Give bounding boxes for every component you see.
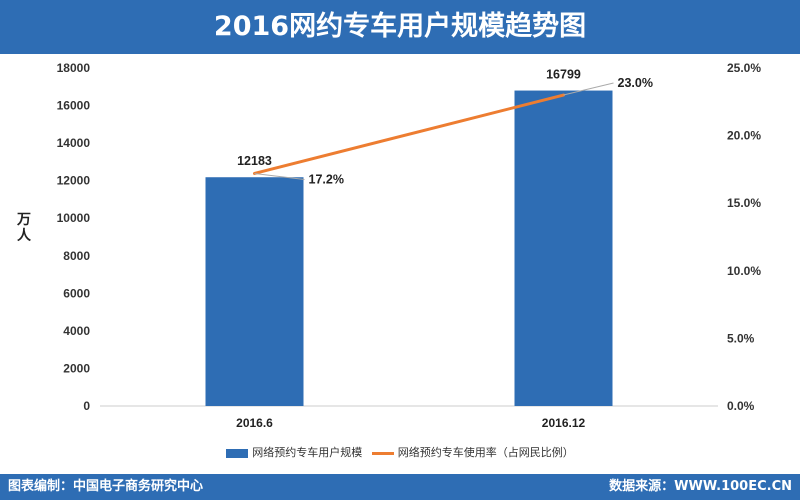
y-tick-label: 18000 [57,61,91,75]
y-tick-label: 0 [83,399,90,413]
y-tick-label: 8000 [63,249,90,263]
bar-data-label: 16799 [546,68,581,82]
bar [205,177,304,406]
legend-label-line: 网络预约专车使用率（占网民比例） [397,446,574,459]
legend-item-bar: 网络预约专车用户规模 [226,444,362,460]
y2-tick-label: 5.0% [727,331,755,345]
y-tick-label: 4000 [63,324,90,338]
y2-tick-label: 15.0% [727,196,761,210]
chart-area: 0 2000 4000 6000 8000 10000 12000 14000 16000 180… [57,61,762,430]
bar-data-label: 12183 [237,154,272,168]
line-series [253,93,565,175]
footer-source: 数据来源：WWW.100EC.CN [609,479,792,494]
footer-credit: 图表编制：中国电子商务研究中心 [8,479,204,494]
y2-tick-label: 25.0% [727,61,761,75]
legend-swatch-bar [226,448,249,458]
line-data-label: 23.0% [618,76,653,90]
chart-title: 2016网约专车用户规模趋势图 [213,11,587,42]
y-tick-label: 14000 [57,136,91,150]
y2-tick-label: 20.0% [727,129,761,143]
header-bar: 2016网约专车用户规模趋势图 [0,0,800,54]
y-axis-label: 万人 [17,212,31,244]
y2-tick-label: 10.0% [727,264,761,278]
y2-tick-label: 0.0% [727,399,755,413]
legend-label-bar: 网络预约专车用户规模 [252,446,363,459]
y-tick-label: 2000 [63,361,90,375]
line-label-leader [254,172,305,180]
line-data-label: 17.2% [309,172,344,186]
y-tick-label: 12000 [57,174,91,188]
bar [514,90,613,406]
y-tick-label: 6000 [63,286,90,300]
legend: 网络预约专车用户规模 网络预约专车使用率（占网民比例） [0,444,800,464]
y-tick-label: 10000 [57,211,91,225]
legend-swatch-line [371,451,394,455]
x-tick-label: 2016.12 [542,416,586,430]
legend-item-line: 网络预约专车使用率（占网民比例） [371,444,574,460]
x-tick-label: 2016.6 [236,416,273,430]
y-tick-label: 16000 [57,99,91,113]
line-label-leader [563,82,614,96]
footer-bar: 图表编制：中国电子商务研究中心 数据来源：WWW.100EC.CN [0,474,800,500]
